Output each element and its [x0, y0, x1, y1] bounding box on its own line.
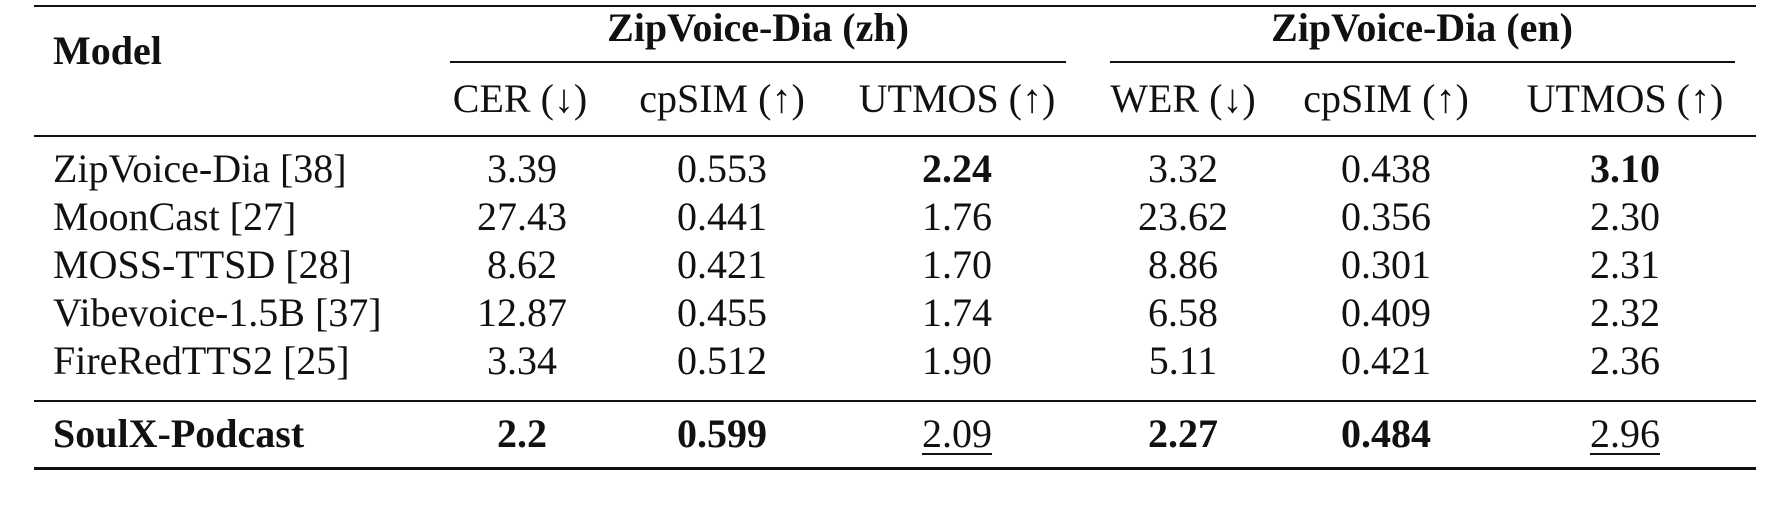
table-cell-best: 2.27: [1148, 411, 1218, 456]
table-cell-second: 2.96: [1590, 411, 1660, 456]
table-cell: 27.43: [477, 194, 567, 239]
table-cell: 0.455: [677, 290, 767, 335]
table-cell: 1.90: [922, 338, 992, 383]
table-cell: 0.553: [677, 146, 767, 191]
table-cell: 3.39: [487, 146, 557, 191]
table-cell-best: 2.2: [497, 411, 547, 456]
model-header: Model: [53, 28, 162, 73]
separator-rule: [34, 400, 1756, 402]
table-cell: 23.62: [1138, 194, 1228, 239]
table-cell-best: 0.599: [677, 411, 767, 456]
col-header-cpsim-zh: cpSIM (↑): [639, 76, 805, 121]
table-cell: 0.301: [1341, 242, 1431, 287]
row-model-name-ours: SoulX-Podcast: [53, 411, 305, 456]
group-header-zh: ZipVoice-Dia (zh): [607, 5, 909, 50]
table-cell-best: 2.24: [922, 146, 992, 191]
table-cell: 3.34: [487, 338, 557, 383]
table-cell: 2.36: [1590, 338, 1660, 383]
group-rule-en: [1110, 61, 1735, 63]
row-model-name: Vibevoice-1.5B [37]: [53, 290, 382, 335]
table-cell: 0.441: [677, 194, 767, 239]
table-cell: 0.512: [677, 338, 767, 383]
table-cell: 0.356: [1341, 194, 1431, 239]
col-header-utmos-zh: UTMOS (↑): [858, 76, 1056, 121]
table-cell: 0.421: [1341, 338, 1431, 383]
group-header-en: ZipVoice-Dia (en): [1271, 5, 1573, 50]
top-rule: [34, 5, 1756, 7]
table-cell: 3.32: [1148, 146, 1218, 191]
col-header-cer: CER (↓): [452, 76, 588, 121]
table-cell: 1.76: [922, 194, 992, 239]
table-cell: 1.74: [922, 290, 992, 335]
table-cell: 5.11: [1148, 338, 1218, 383]
col-header-utmos-en: UTMOS (↑): [1526, 76, 1724, 121]
group-rule-zh: [450, 61, 1066, 63]
table-cell: 1.70: [922, 242, 992, 287]
col-header-wer: WER (↓): [1110, 76, 1256, 121]
bottom-rule: [34, 467, 1756, 470]
table-cell: 0.421: [677, 242, 767, 287]
table-cell: 2.31: [1590, 242, 1660, 287]
row-model-name: ZipVoice-Dia [38]: [53, 146, 347, 191]
row-model-name: MOSS-TTSD [28]: [53, 242, 352, 287]
table-cell: 2.32: [1590, 290, 1660, 335]
table-cell: 0.438: [1341, 146, 1431, 191]
table-cell: 6.58: [1148, 290, 1218, 335]
table-cell: 8.86: [1148, 242, 1218, 287]
table-cell-second: 2.09: [922, 411, 992, 456]
table-cell-best: 0.484: [1341, 411, 1431, 456]
table-cell: 0.409: [1341, 290, 1431, 335]
row-model-name: FireRedTTS2 [25]: [53, 338, 350, 383]
table-cell: 8.62: [487, 242, 557, 287]
table-cell-best: 3.10: [1590, 146, 1660, 191]
header-rule: [34, 135, 1756, 137]
table-cell: 12.87: [477, 290, 567, 335]
table-cell: 2.30: [1590, 194, 1660, 239]
col-header-cpsim-en: cpSIM (↑): [1303, 76, 1469, 121]
row-model-name: MoonCast [27]: [53, 194, 297, 239]
